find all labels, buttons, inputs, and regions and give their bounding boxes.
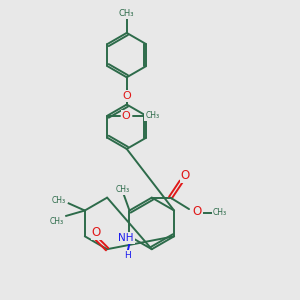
Text: O: O [92,226,101,238]
Text: O: O [181,169,190,182]
Text: CH₃: CH₃ [145,111,159,120]
Text: CH₃: CH₃ [50,218,64,226]
Text: O: O [122,91,131,101]
Text: NH: NH [118,233,134,243]
Text: CH₃: CH₃ [52,196,66,205]
Text: CH₃: CH₃ [119,9,134,18]
Text: CH₃: CH₃ [116,184,130,194]
Text: CH₃: CH₃ [213,208,227,217]
Text: O: O [122,111,130,121]
Text: O: O [193,205,202,218]
Text: H: H [124,251,131,260]
